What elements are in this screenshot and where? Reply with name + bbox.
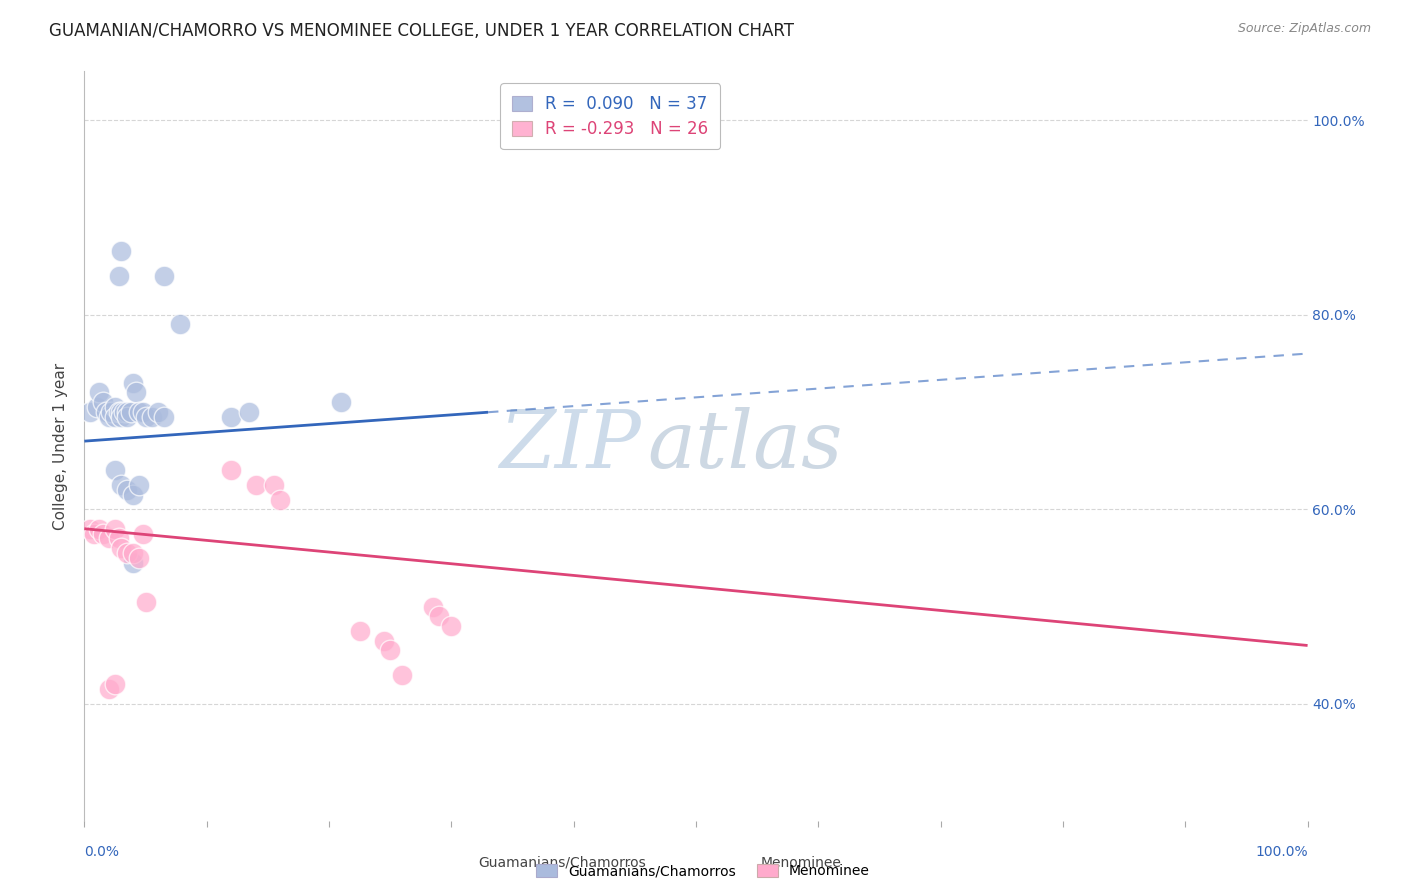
Point: [380, 643, 402, 657]
Point: [110, 405, 132, 419]
Text: 0.0%: 0.0%: [84, 845, 120, 859]
Point: [135, 409, 157, 424]
Point: [269, 492, 291, 507]
Point: [104, 400, 127, 414]
Point: [141, 409, 163, 424]
Point: [96, 405, 118, 419]
Point: [87, 385, 110, 400]
Point: [238, 405, 260, 419]
Point: [440, 619, 463, 633]
Point: [115, 405, 138, 419]
Point: [110, 478, 132, 492]
Point: [104, 677, 127, 691]
Text: GUAMANIAN/CHAMORRO VS MENOMINEE COLLEGE, UNDER 1 YEAR CORRELATION CHART: GUAMANIAN/CHAMORRO VS MENOMINEE COLLEGE,…: [49, 22, 794, 40]
Point: [263, 478, 285, 492]
Text: atlas: atlas: [647, 408, 842, 484]
Point: [122, 556, 145, 570]
Point: [110, 541, 132, 556]
Point: [100, 405, 122, 419]
Point: [115, 546, 138, 560]
Legend: R =  0.090   N = 37, R = -0.293   N = 26: R = 0.090 N = 37, R = -0.293 N = 26: [501, 84, 720, 150]
Point: [107, 405, 129, 419]
Legend: Guamanians/Chamorros, Menominee: Guamanians/Chamorros, Menominee: [530, 857, 876, 885]
Point: [110, 409, 132, 424]
Point: [125, 385, 148, 400]
Point: [132, 405, 155, 419]
Point: [97, 409, 120, 424]
Point: [169, 318, 191, 332]
Point: [115, 409, 138, 424]
Text: Source: ZipAtlas.com: Source: ZipAtlas.com: [1237, 22, 1371, 36]
Point: [87, 522, 110, 536]
Point: [135, 595, 157, 609]
Point: [91, 395, 114, 409]
Point: [219, 463, 242, 477]
Point: [245, 478, 267, 492]
Point: [112, 405, 135, 419]
Point: [115, 483, 138, 497]
Y-axis label: College, Under 1 year: College, Under 1 year: [53, 362, 69, 530]
Point: [330, 395, 353, 409]
Point: [128, 550, 150, 565]
Point: [349, 624, 371, 638]
Point: [110, 244, 132, 259]
Point: [107, 532, 129, 546]
Point: [104, 522, 127, 536]
Point: [219, 409, 242, 424]
Point: [120, 405, 142, 419]
Point: [153, 268, 176, 283]
Point: [107, 268, 129, 283]
Point: [79, 405, 101, 419]
Point: [422, 599, 444, 614]
Point: [122, 546, 145, 560]
Point: [104, 463, 127, 477]
Point: [86, 400, 108, 414]
Text: 100.0%: 100.0%: [1256, 845, 1308, 859]
Text: Guamanians/Chamorros: Guamanians/Chamorros: [478, 855, 647, 870]
Text: ZIP: ZIP: [499, 408, 641, 484]
Point: [97, 532, 120, 546]
Point: [104, 409, 127, 424]
Point: [128, 405, 150, 419]
Point: [146, 405, 169, 419]
Point: [97, 682, 120, 697]
Point: [122, 488, 145, 502]
Point: [427, 609, 450, 624]
Point: [128, 478, 150, 492]
Point: [79, 522, 101, 536]
Point: [153, 409, 176, 424]
Point: [83, 526, 105, 541]
Point: [132, 526, 155, 541]
Point: [122, 376, 145, 390]
Point: [391, 667, 413, 681]
Point: [91, 526, 114, 541]
Point: [373, 633, 395, 648]
Text: Menominee: Menominee: [761, 855, 842, 870]
